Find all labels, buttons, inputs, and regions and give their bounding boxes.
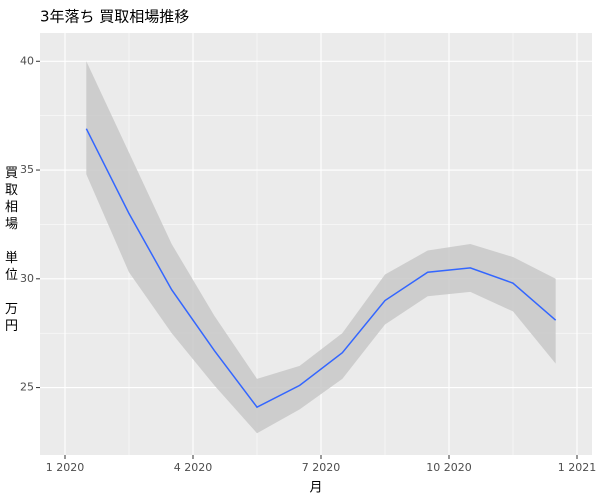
x-tick-label: 7 2020 bbox=[302, 461, 341, 474]
x-tick-label: 1 2021 bbox=[558, 461, 597, 474]
y-tick-label: 25 bbox=[20, 381, 34, 394]
confidence-band bbox=[86, 61, 556, 434]
x-tick-label: 1 2020 bbox=[46, 461, 85, 474]
y-tick-label: 30 bbox=[20, 272, 34, 285]
x-tick-label: 10 2020 bbox=[426, 461, 472, 474]
x-axis-title: 月 bbox=[309, 481, 322, 496]
chart-title: 3年落ち 買取相場推移 bbox=[40, 8, 189, 26]
y-axis-title: 買取相場 単位 万円 bbox=[5, 166, 19, 334]
trend-line bbox=[85, 128, 557, 409]
y-tick-label: 35 bbox=[20, 163, 34, 176]
y-tick-label: 40 bbox=[20, 54, 34, 67]
x-tick-label: 4 2020 bbox=[174, 461, 213, 474]
